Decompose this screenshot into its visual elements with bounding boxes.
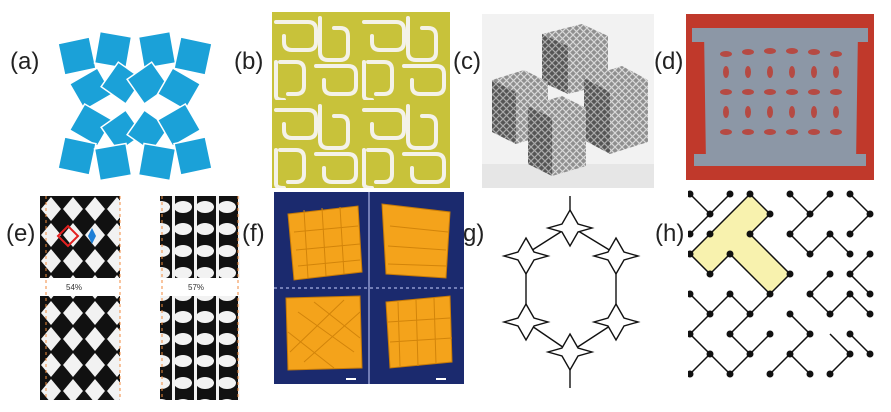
label-b: (b)	[234, 48, 264, 75]
label-f: (f)	[242, 220, 265, 247]
label-d: (d)	[654, 48, 684, 75]
panel-d-perforated-sheet	[686, 14, 874, 180]
panel-f-origami-samples	[274, 192, 464, 384]
panel-h-node-network	[688, 190, 878, 386]
percent-left: 54%	[66, 283, 82, 292]
label-e: (e)	[6, 220, 36, 247]
panel-a-rotating-squares	[45, 22, 225, 184]
label-a: (a)	[10, 48, 40, 75]
label-c: (c)	[453, 48, 481, 75]
panel-c-lattice-cubes	[482, 14, 654, 188]
label-h: (h)	[655, 220, 685, 247]
percent-right: 57%	[188, 283, 204, 292]
panel-e-auxetic-sheets: 54% 57%	[40, 196, 240, 400]
panel-b-serpentine-lattice	[272, 12, 450, 188]
panel-g-star-network	[498, 192, 648, 396]
